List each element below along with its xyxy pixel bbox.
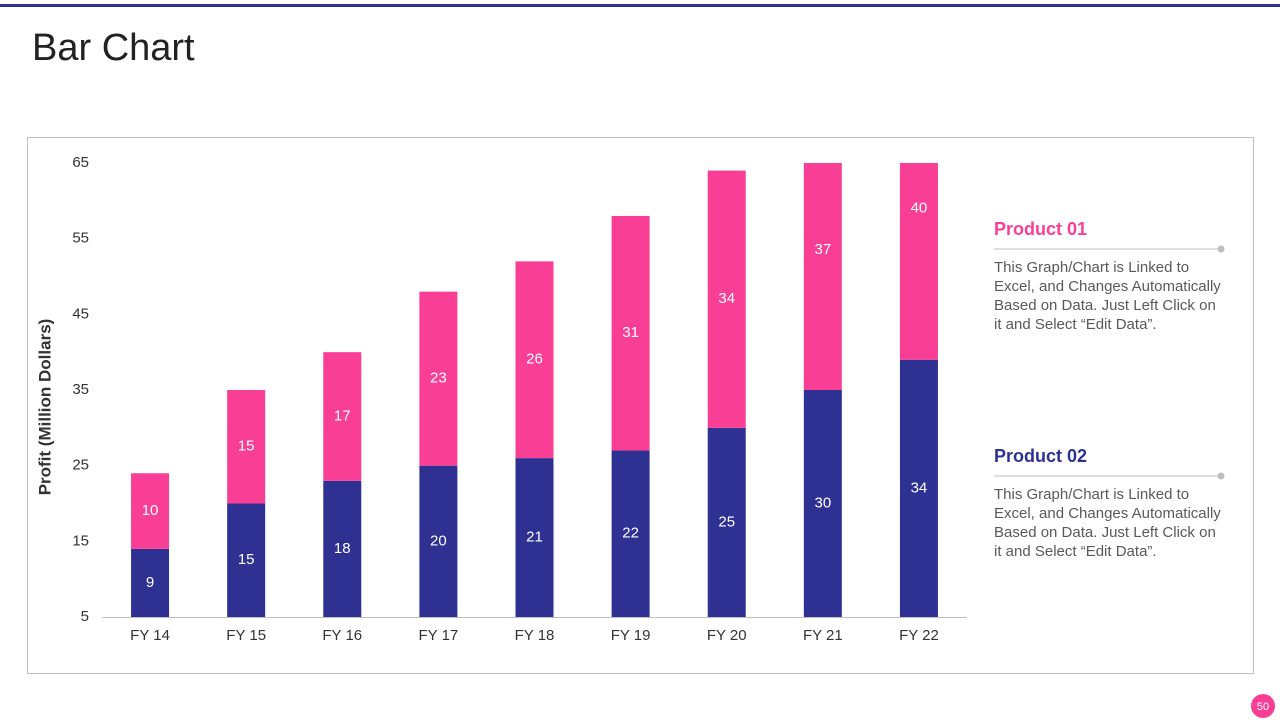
bar-segment — [707, 170, 746, 428]
y-tick-label: 45 — [72, 305, 89, 322]
y-tick-label: 35 — [72, 381, 89, 398]
legend-dot — [1217, 245, 1225, 253]
x-tick-label: FY 21 — [803, 627, 843, 644]
value-label: 40 — [911, 199, 928, 216]
value-label: 17 — [334, 407, 351, 424]
x-tick-label: FY 16 — [322, 627, 362, 644]
x-tick-label: FY 15 — [226, 627, 266, 644]
page-badge — [1251, 694, 1275, 718]
x-tick-label: FY 17 — [419, 627, 459, 644]
y-tick-label: 55 — [72, 230, 89, 247]
legend-note: This Graph/Chart is Linked to Excel, and… — [994, 259, 1221, 333]
bar-segment — [131, 548, 170, 617]
bar-segment — [803, 390, 842, 617]
value-label: 31 — [622, 324, 639, 341]
bars — [131, 163, 938, 617]
bar-segment — [419, 291, 458, 466]
value-label: 21 — [526, 529, 543, 546]
value-label: 30 — [814, 494, 831, 511]
bar-segment — [803, 163, 842, 391]
y-tick-label: 5 — [81, 608, 89, 625]
x-tick-label: FY 18 — [515, 627, 555, 644]
bar-segment — [227, 390, 266, 504]
bar-segment — [131, 473, 170, 549]
bar-segment — [707, 427, 746, 617]
slide-title: Bar Chart — [32, 27, 195, 69]
x-tick-label: FY 14 — [130, 627, 170, 644]
value-label: 9 — [146, 574, 154, 591]
value-label: 10 — [142, 502, 159, 519]
legend-title: Product 01 — [994, 219, 1087, 239]
y-axis-label: Profit (Million Dollars) — [35, 319, 54, 496]
y-tick-label: 25 — [72, 457, 89, 474]
top-rule — [0, 4, 1280, 7]
legend-title: Product 02 — [994, 446, 1087, 466]
value-label: 37 — [814, 241, 831, 258]
value-label: 18 — [334, 540, 351, 557]
value-label: 22 — [622, 525, 639, 542]
value-label: 25 — [718, 513, 735, 530]
bar-segment — [515, 261, 554, 459]
bar-segment — [323, 352, 362, 481]
y-tick-label: 65 — [72, 154, 89, 171]
legend-dot — [1217, 472, 1225, 480]
bar-segment — [899, 163, 938, 360]
value-label: 15 — [238, 551, 255, 568]
page-number: 50 — [1257, 701, 1269, 713]
bar-segment — [611, 215, 650, 451]
legend-note: This Graph/Chart is Linked to Excel, and… — [994, 486, 1221, 560]
bar-segment — [515, 458, 554, 617]
value-label: 34 — [911, 479, 928, 496]
x-tick-label: FY 22 — [899, 627, 939, 644]
chart-frame — [27, 137, 1254, 674]
y-tick-label: 15 — [72, 532, 89, 549]
value-label: 20 — [430, 532, 447, 549]
x-tick-label: FY 19 — [611, 627, 651, 644]
bar-segment — [419, 465, 458, 617]
x-tick-label: FY 20 — [707, 627, 747, 644]
value-label: 34 — [718, 290, 735, 307]
bar-segment — [323, 480, 362, 617]
bar-segment — [899, 359, 938, 617]
bar-segment — [611, 450, 650, 617]
value-label: 15 — [238, 438, 255, 455]
value-label: 23 — [430, 370, 447, 387]
value-label: 26 — [526, 351, 543, 368]
bar-segment — [227, 503, 266, 617]
